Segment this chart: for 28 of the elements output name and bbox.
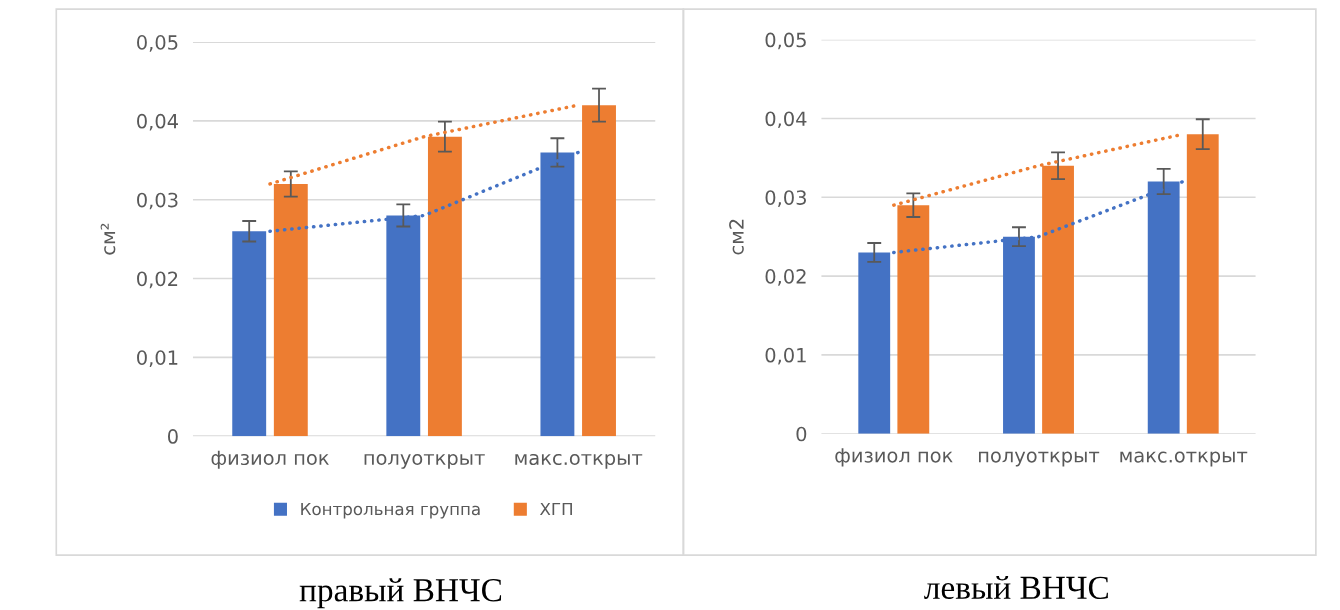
bar (858, 252, 891, 434)
text: левый ВНЧС (924, 575, 1108, 600)
x-tick-label: физиол пок (211, 450, 329, 469)
y-tick-label: 0,05 (137, 35, 178, 52)
y-tick-label: 0,02 (137, 271, 178, 289)
x-tick-label: макс.открыт (515, 453, 643, 469)
y-tick-label: 0 (167, 429, 178, 444)
y-tick-label: 0,01 (137, 350, 178, 367)
x-tick-label: макс.открыт (1120, 451, 1248, 467)
y-tick-label: 0,01 (765, 347, 806, 365)
y-axis-title: см2 (729, 219, 744, 255)
x-tick-label: полуоткрыт (364, 453, 485, 469)
x-tick-label: полуоткрыт (979, 451, 1100, 467)
y-tick-label: 0 (796, 426, 807, 442)
y-tick-label: 0,03 (765, 190, 806, 207)
y-tick-label: 0,04 (765, 111, 807, 129)
legend-label: Контрольная группа (301, 502, 480, 519)
y-tick-label: 0,02 (765, 269, 806, 286)
y-tick-label: 0,04 (137, 113, 178, 131)
bar (232, 231, 267, 437)
y-tick-label: 0,03 (137, 192, 178, 210)
y-axis-title: см² (100, 223, 116, 255)
y-tick-label: 0,05 (765, 32, 806, 50)
legend-label: ХГП (539, 502, 572, 516)
x-tick-label: физиол пок (835, 448, 953, 467)
bar (582, 105, 616, 437)
text: правый ВНЧС (299, 578, 502, 609)
bar (1186, 134, 1219, 434)
